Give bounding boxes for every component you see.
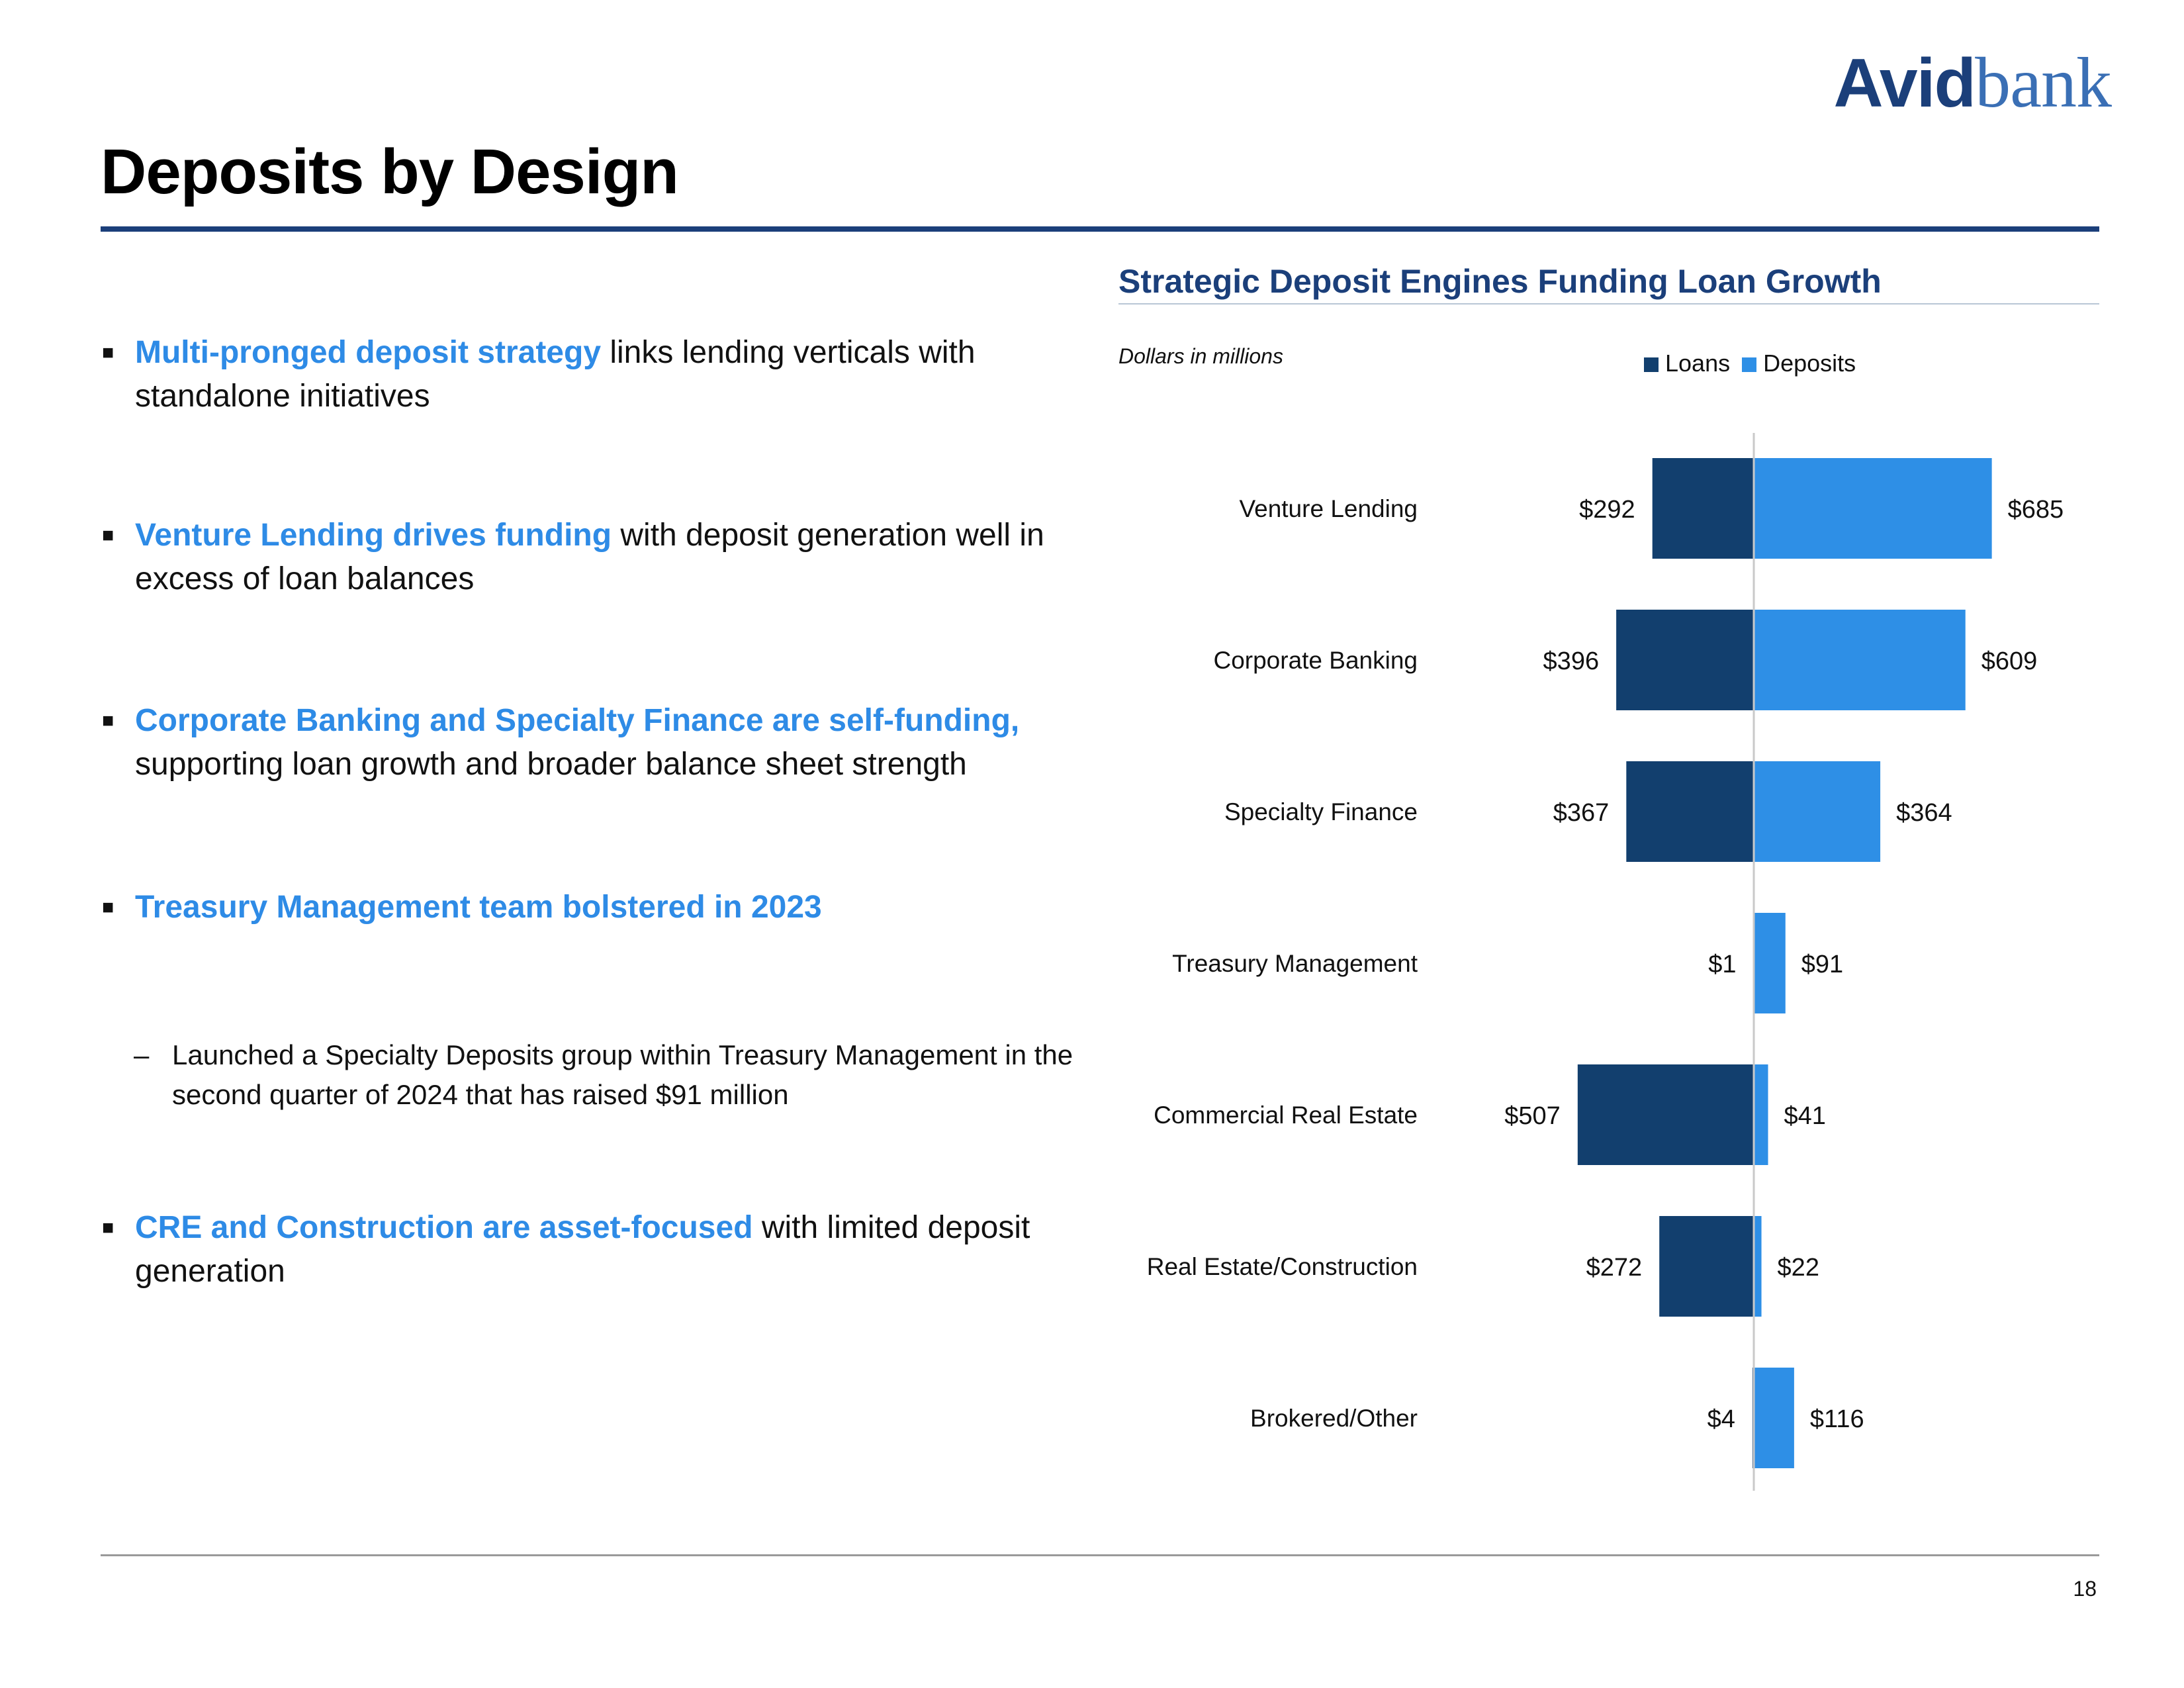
- deposits-bar: [1754, 1064, 1768, 1165]
- logo-part-avid: Avid: [1833, 45, 1977, 122]
- category-label: Corporate Banking: [1213, 647, 1418, 674]
- deposits-value-label: $41: [1784, 1102, 1826, 1130]
- page-title: Deposits by Design: [101, 136, 679, 207]
- logo-part-bank: bank: [1975, 44, 2112, 122]
- loans-bar: [1577, 1064, 1754, 1165]
- bullet-highlight: CRE and Construction are asset-focused: [135, 1210, 753, 1245]
- bullet-marker: ■: [102, 896, 114, 918]
- footer-divider: [101, 1554, 2099, 1556]
- units-note: Dollars in millions: [1118, 344, 1283, 368]
- chart-legend: Loans Deposits: [1644, 350, 1868, 377]
- deposits-bar: [1754, 761, 1881, 862]
- loans-value-label: $4: [1707, 1405, 1735, 1433]
- avidbank-logo: Avidbank: [1834, 42, 2112, 122]
- bullet-marker: ■: [102, 342, 114, 363]
- category-label: Venture Lending: [1239, 495, 1418, 522]
- bullet-highlight: Venture Lending drives funding: [135, 518, 612, 553]
- title-divider: [101, 226, 2099, 232]
- loans-value-label: $1: [1708, 951, 1736, 978]
- loans-bar: [1626, 761, 1754, 862]
- loans-value-label: $292: [1579, 496, 1635, 524]
- deposits-bar: [1754, 1368, 1794, 1468]
- bullet-highlight: Treasury Management team bolstered in 20…: [135, 890, 822, 925]
- bullet-text: with limited deposit generation: [135, 1210, 1030, 1289]
- deposits-bar: [1754, 610, 1966, 710]
- chart-title: Strategic Deposit Engines Funding Loan G…: [1118, 263, 1882, 300]
- deposits-bar: [1754, 1216, 1762, 1317]
- deposits-value-label: $364: [1896, 799, 1952, 827]
- loans-bar: [1659, 1216, 1754, 1317]
- loans-value-label: $507: [1504, 1102, 1561, 1130]
- bullet-marker: ■: [102, 1217, 114, 1239]
- bullet-text: supporting loan growth and broader balan…: [135, 747, 967, 782]
- deposits-value-label: $91: [1801, 951, 1843, 978]
- loans-bar: [1616, 610, 1754, 710]
- legend-swatch-loans: [1644, 357, 1659, 372]
- loans-value-label: $367: [1553, 799, 1610, 827]
- deposits-bar: [1754, 913, 1786, 1013]
- legend-item-deposits: Deposits: [1742, 350, 1856, 377]
- bullet-marker: ■: [102, 524, 114, 546]
- deposits-value-label: $609: [1981, 647, 2038, 675]
- category-label: Brokered/Other: [1250, 1405, 1418, 1432]
- deposits-value-label: $22: [1778, 1254, 1819, 1282]
- chart-title-divider: [1118, 303, 2099, 305]
- diverging-bar-chart: Venture Lending $292 $685 Corporate Banking…: [1147, 433, 2064, 1491]
- legend-label-deposits: Deposits: [1763, 350, 1856, 377]
- bullet-text: links lending verticals with standalone …: [135, 335, 976, 414]
- deposits-bar: [1754, 458, 1992, 559]
- legend-label-loans: Loans: [1665, 350, 1731, 377]
- category-label: Treasury Management: [1172, 950, 1418, 977]
- sub-bullet-text: Launched a Specialty Deposits group with…: [172, 1039, 1073, 1110]
- deposits-value-label: $685: [2008, 496, 2064, 524]
- bullet-highlight: Corporate Banking and Specialty Finance …: [135, 703, 1020, 738]
- legend-item-loans: Loans: [1644, 350, 1730, 377]
- loans-value-label: $396: [1543, 647, 1600, 675]
- sub-bullet-marker: –: [134, 1039, 150, 1070]
- bullet-text: with deposit generation well in excess o…: [135, 518, 1044, 596]
- category-label: Commercial Real Estate: [1154, 1102, 1418, 1129]
- loans-bar: [1652, 458, 1754, 559]
- bullet-highlight: Multi-pronged deposit strategy: [135, 335, 602, 370]
- legend-swatch-deposits: [1742, 357, 1757, 372]
- bullet-marker: ■: [102, 710, 114, 731]
- loans-value-label: $272: [1586, 1254, 1643, 1282]
- deposits-value-label: $116: [1810, 1405, 1864, 1433]
- category-label: Specialty Finance: [1224, 798, 1418, 825]
- page-number: 18: [2073, 1577, 2097, 1601]
- category-label: Real Estate/Construction: [1147, 1253, 1418, 1280]
